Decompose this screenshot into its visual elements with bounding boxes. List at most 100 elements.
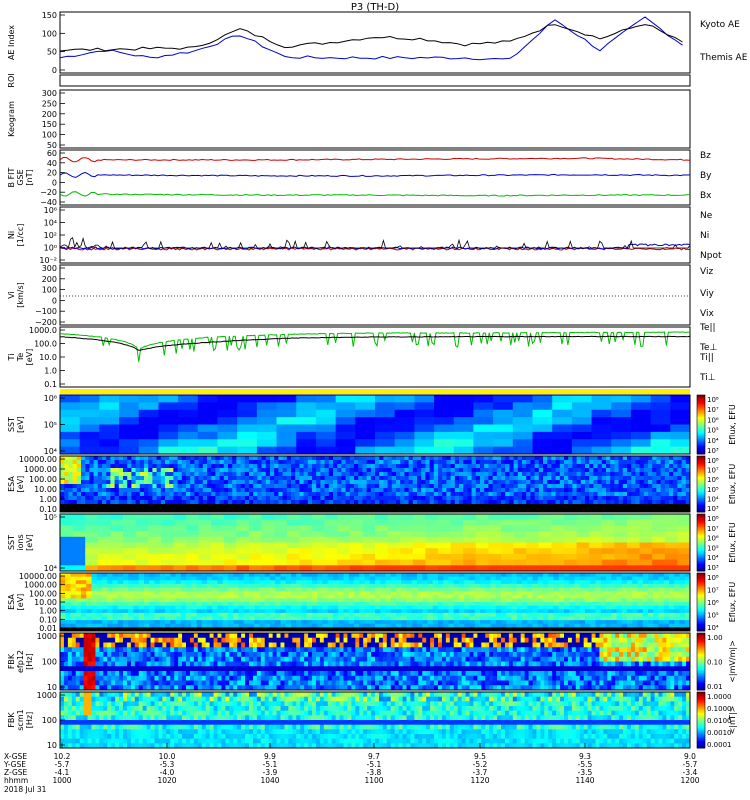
x-axis-value: 1000 — [52, 776, 71, 785]
temperature-series-ti-par — [60, 331, 691, 362]
fbk-efield-colorbar-frame — [696, 632, 706, 691]
esa-ion-colorbar-frame — [696, 455, 706, 513]
keogram-tick-label: 50 — [47, 141, 57, 150]
sst-electron-tick-label: 10⁴ — [44, 447, 57, 456]
keogram-tick-label: 300 — [42, 89, 57, 98]
sst-ion-colorbar-frame — [696, 513, 706, 572]
bfield-panel — [59, 149, 691, 206]
esa-electron-ylabel: [eV] — [16, 594, 25, 611]
esa-ion-panel — [59, 455, 691, 513]
x-axis-value: -3.4 — [683, 768, 698, 777]
density-ylabel: Ni — [7, 231, 16, 239]
density-legend-ne: Ne — [700, 211, 713, 221]
fbk-efield-ylabel: [Hz] — [25, 653, 34, 669]
fbk-bfield-colorbar-title: <|nT|> — [728, 706, 737, 735]
temperature-tick-label: 0.1 — [44, 380, 57, 389]
esa-electron-colorbar — [697, 573, 705, 632]
keogram-tick-label: 150 — [42, 120, 57, 129]
esa-ion-tick-label: 0.10 — [39, 505, 57, 514]
x-axis-value: 1200 — [680, 776, 699, 785]
sst-electron-colorbar — [697, 395, 705, 455]
esa-electron-colorbar-label: 10⁵ — [707, 612, 719, 620]
sst-ion-ylabel: SST — [7, 535, 16, 550]
temperature-tick-label: 10.0 — [39, 353, 57, 362]
keogram-panel — [59, 89, 691, 149]
sst-ion-colorbar-label: 10⁴ — [707, 554, 719, 562]
sst-electron-cells — [60, 395, 691, 455]
temperature-ylabel: Te — [16, 353, 25, 363]
x-axis-value: 9.3 — [579, 752, 591, 761]
sst-electron-ylabel: SST — [7, 417, 16, 432]
esa-ion-colorbar-label: 10⁷ — [707, 467, 719, 475]
x-axis-value: 1040 — [260, 776, 279, 785]
density-ylabel: [1/cc] — [16, 224, 25, 247]
fbk-efield-colorbar-label: 0.10 — [707, 659, 723, 667]
bfield-tick-label: 40 — [47, 159, 57, 168]
velocity-panel — [59, 264, 691, 326]
velocity-tick-label: 100 — [42, 286, 57, 295]
x-axis-row-label-z-gse: Z-GSE — [4, 768, 28, 777]
roi-ylabel: ROI — [7, 73, 16, 87]
velocity-tick-label: 0 — [52, 296, 57, 305]
esa-ion-colorbar-label: 10⁵ — [707, 486, 719, 494]
ae-panel — [59, 11, 691, 74]
fbk-bfield-ylabel: FBK — [7, 712, 16, 728]
fbk-efield-colorbar-label: 0.01 — [707, 683, 723, 691]
esa-electron-colorbar-label: 10⁸ — [707, 574, 719, 582]
esa-electron-colorbar-label: 10⁴ — [707, 624, 719, 632]
velocity-ylabel: Vi — [7, 291, 16, 299]
x-axis-value: 1140 — [575, 776, 594, 785]
temperature-series-te-par — [59, 335, 691, 351]
esa-electron-tick-label: 0.10 — [39, 615, 57, 624]
ae-series-themis-ae — [59, 24, 683, 52]
density-tick-label: 10² — [44, 231, 57, 240]
fbk-efield-colorbar — [697, 633, 705, 691]
sst-electron-ylabel: [eV] — [16, 416, 25, 433]
roi-panel — [59, 74, 691, 87]
x-axis-value: 9.9 — [264, 752, 276, 761]
fbk-bfield-tick-label: 100 — [42, 716, 57, 725]
esa-electron-tick-label: 0.01 — [39, 624, 57, 633]
bfield-tick-label: 60 — [47, 149, 57, 158]
fbk-efield-colorbar-label: 1.00 — [707, 634, 723, 642]
esa-electron-tick-label: 10.00 — [34, 598, 57, 607]
plot-title: P3 (TH-D) — [351, 2, 399, 13]
density-panel — [59, 206, 691, 264]
bfield-series-by — [59, 171, 691, 178]
sst-electron-colorbar-frame — [696, 394, 706, 455]
keogram-ylabel: Keogram — [7, 101, 16, 137]
x-axis-value: 1100 — [364, 776, 383, 785]
data-quality-bar — [60, 389, 690, 394]
sst-electron-colorbar-label: 10⁵ — [707, 427, 719, 435]
x-axis-value: -5.2 — [473, 760, 488, 769]
ae-ylabel: AE Index — [7, 25, 16, 60]
legend-themis-ae: Themis AE — [699, 53, 748, 63]
esa-electron-colorbar-title: Eflux, EFU — [728, 582, 737, 623]
sst-ion-ylabel: ions — [16, 534, 25, 550]
esa-ion-colorbar-label: 10³ — [707, 505, 719, 513]
bfield-legend-by: By — [700, 171, 712, 181]
temperature-tick-label: 1000.0 — [29, 326, 57, 335]
esa-electron-tick-label: 100.00 — [29, 589, 57, 598]
esa-electron-colorbar-frame — [696, 572, 706, 632]
keogram-tick-label: 200 — [42, 110, 57, 119]
bfield-tick-label: 20 — [47, 169, 57, 178]
esa-electron-ylabel: ESA — [7, 594, 16, 610]
x-axis-value: -3.8 — [367, 768, 382, 777]
fbk-efield-tick-label: 10 — [47, 683, 57, 692]
bfield-series-bz — [59, 157, 691, 163]
fbk-bfield-ylabel: [Hz] — [25, 712, 34, 728]
esa-ion-cells — [60, 456, 691, 513]
sst-ion-panel — [59, 513, 691, 572]
fbk-bfield-colorbar-frame — [696, 691, 706, 749]
sst-electron-tick-label: 10⁵ — [44, 421, 57, 430]
sst-ion-colorbar-label: 10⁵ — [707, 544, 719, 552]
x-axis-value: 10.2 — [54, 752, 71, 761]
esa-ion-tick-label: 100.00 — [29, 475, 57, 484]
density-tick-label: 10⁶ — [44, 206, 57, 215]
sst-ion-ylabel: [eV] — [25, 534, 34, 551]
sst-electron-colorbar-label: 10⁶ — [707, 416, 719, 424]
x-axis-value: -5.1 — [367, 760, 382, 769]
fbk-efield-cells — [60, 633, 691, 691]
